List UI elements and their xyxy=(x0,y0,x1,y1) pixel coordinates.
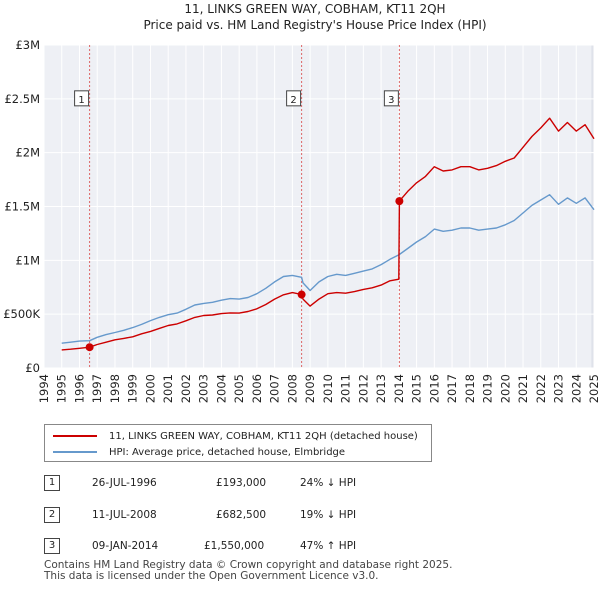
hpi-series-line xyxy=(61,193,595,344)
sale-point xyxy=(395,197,404,206)
x-tick-label: 2011 xyxy=(339,374,353,403)
x-tick-label: 2023 xyxy=(552,374,566,403)
chart-title: 11, LINKS GREEN WAY, COBHAM, KT11 2QH xyxy=(184,2,445,16)
chart-subtitle: Price paid vs. HM Land Registry's House … xyxy=(143,18,486,32)
x-tick-label: 2005 xyxy=(232,374,246,403)
legend-label-hpi: HPI: Average price, detached house, Elmb… xyxy=(109,446,346,458)
sale-marker-box xyxy=(383,90,399,107)
sale-marker-box xyxy=(74,90,90,107)
property-series-line xyxy=(61,117,595,351)
x-tick-label: 1995 xyxy=(55,374,69,403)
sale-price: £1,550,000 xyxy=(204,540,265,552)
y-tick-label: £1.5M xyxy=(4,200,40,214)
footer-licence: This data is licensed under the Open Gov… xyxy=(44,570,379,582)
y-tick-label: £500K xyxy=(3,307,40,321)
x-tick-label: 2021 xyxy=(516,374,530,403)
sale-marker-label: 2 xyxy=(290,95,296,106)
x-tick-label: 2020 xyxy=(498,374,512,403)
x-tick-label: 2024 xyxy=(569,374,583,403)
x-tick-label: 2012 xyxy=(356,374,370,403)
x-tick-label: 2000 xyxy=(143,374,157,403)
footer: Contains HM Land Registry data © Crown c… xyxy=(44,560,452,582)
sale-date: 11-JUL-2008 xyxy=(92,509,157,521)
legend: 11, LINKS GREEN WAY, COBHAM, KT11 2QH (d… xyxy=(44,424,432,462)
x-tick-label: 2019 xyxy=(481,374,495,403)
y-tick-label: £1M xyxy=(15,253,40,267)
sale-price: £193,000 xyxy=(216,477,267,489)
price-chart: 11, LINKS GREEN WAY, COBHAM, KT11 2QH Pr… xyxy=(3,2,600,403)
x-tick-label: 1998 xyxy=(108,374,122,403)
x-tick-label: 1997 xyxy=(90,374,104,403)
y-tick-label: £2M xyxy=(15,146,40,160)
y-tick-label: £0 xyxy=(25,361,40,375)
sale-date: 26-JUL-1996 xyxy=(92,477,157,489)
x-tick-label: 2002 xyxy=(179,374,193,403)
x-tick-label: 2006 xyxy=(250,374,264,403)
sale-hpi-diff: 19% ↓ HPI xyxy=(300,509,357,521)
x-tick-label: 1999 xyxy=(126,374,140,403)
sale-number: 1 xyxy=(44,475,60,491)
sale-price: £682,500 xyxy=(216,509,267,521)
x-tick-label: 2018 xyxy=(463,374,477,403)
x-tick-label: 2003 xyxy=(197,374,211,403)
y-tick-label: £3M xyxy=(15,38,40,52)
legend-swatch-property xyxy=(53,435,97,437)
sale-point xyxy=(297,290,306,299)
legend-label-property: 11, LINKS GREEN WAY, COBHAM, KT11 2QH (d… xyxy=(109,430,418,442)
x-tick-label: 1994 xyxy=(37,374,51,403)
sale-marker-label: 1 xyxy=(78,95,84,106)
x-tick-label: 2001 xyxy=(161,374,175,403)
x-tick-label: 2004 xyxy=(214,374,228,403)
sale-row-1: 1 26-JUL-1996 £193,000 24% ↓ HPI xyxy=(44,475,404,493)
x-tick-label: 2014 xyxy=(392,374,406,403)
sale-row-2: 2 11-JUL-2008 £682,500 19% ↓ HPI xyxy=(44,507,404,525)
sale-number: 2 xyxy=(44,507,60,523)
x-tick-label: 2015 xyxy=(410,374,424,403)
legend-item-property: 11, LINKS GREEN WAY, COBHAM, KT11 2QH (d… xyxy=(53,428,418,444)
x-tick-label: 2025 xyxy=(587,374,600,403)
sale-hpi-diff: 24% ↓ HPI xyxy=(300,477,357,489)
x-tick-label: 1996 xyxy=(72,374,86,403)
x-tick-label: 2010 xyxy=(321,374,335,403)
legend-swatch-hpi xyxy=(53,451,97,453)
y-tick-label: £2.5M xyxy=(4,92,40,106)
x-tick-label: 2013 xyxy=(374,374,388,403)
sale-marker-label: 3 xyxy=(388,95,394,106)
x-tick-label: 2022 xyxy=(534,374,548,403)
sale-hpi-diff: 47% ↑ HPI xyxy=(300,540,357,552)
sale-point xyxy=(85,343,94,352)
sale-marker-box xyxy=(286,90,302,107)
x-tick-label: 2008 xyxy=(285,374,299,403)
x-tick-label: 2017 xyxy=(445,374,459,403)
legend-item-hpi: HPI: Average price, detached house, Elmb… xyxy=(53,444,345,460)
footer-copyright: Contains HM Land Registry data © Crown c… xyxy=(44,559,453,571)
x-tick-label: 2009 xyxy=(303,374,317,403)
sale-number: 3 xyxy=(44,538,60,554)
sale-row-3: 3 09-JAN-2014 £1,550,000 47% ↑ HPI xyxy=(44,538,404,556)
x-tick-label: 2007 xyxy=(268,374,282,403)
sale-date: 09-JAN-2014 xyxy=(92,540,159,552)
x-tick-label: 2016 xyxy=(427,374,441,403)
